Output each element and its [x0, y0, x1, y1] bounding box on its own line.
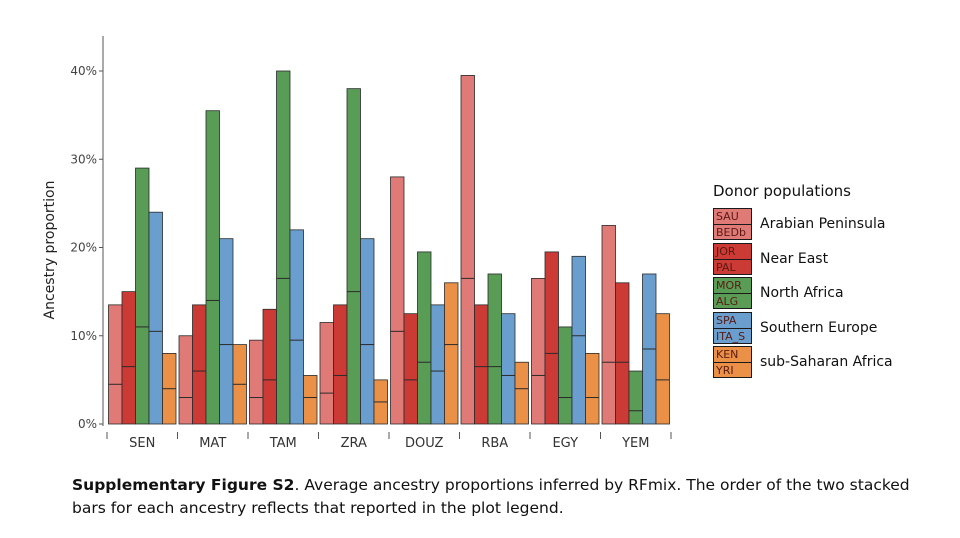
bar-zra-0: [319, 322, 334, 425]
bar-yem-2: [628, 370, 643, 425]
bar-douz-3: [430, 304, 445, 425]
x-tick-label: SEN: [129, 436, 155, 451]
legend-entry: MOR ALG North Africa: [713, 276, 893, 311]
bar-egy-3: [571, 255, 586, 425]
y-tick-label: 10%: [70, 329, 97, 343]
y-axis-title: Ancestry proportion: [42, 181, 58, 320]
legend-donor-label: PAL: [714, 258, 751, 274]
legend-title: Donor populations: [713, 182, 851, 200]
bar-yem-0: [601, 225, 616, 425]
bar-mat-0: [178, 335, 193, 425]
y-tick-label: 40%: [70, 64, 97, 78]
legend-label: Arabian Peninsula: [760, 216, 886, 233]
ancestry-bar-chart: 0% 10% 20% 30% 40% Ancestry proportion SEN MAT T…: [42, 36, 672, 451]
bar-yem-4: [655, 313, 670, 425]
bar-zra-3: [360, 238, 375, 425]
legend-donor-label: MOR: [714, 278, 751, 294]
legend-donor-label: KEN: [714, 347, 751, 363]
x-tick-label: RBA: [481, 436, 508, 451]
legend: Donor populations SAU BEDb Arabian Peninsu…: [713, 182, 893, 380]
legend-label: Southern Europe: [760, 319, 878, 336]
bar-tam-4: [303, 375, 318, 425]
bar-egy-0: [531, 277, 546, 425]
caption-text: . Average ancestry proportions inferred …: [72, 476, 910, 517]
bar-douz-2: [417, 251, 432, 425]
bar-tam-0: [249, 339, 264, 425]
legend-entry: SPA ITA_S Southern Europe: [713, 311, 893, 346]
legend-swatch: SPA ITA_S: [713, 311, 752, 344]
bar-zra-1: [333, 304, 348, 425]
bar-sen-1: [121, 291, 136, 425]
y-tick-label: 0%: [78, 417, 97, 431]
x-tick-label: YEM: [621, 436, 649, 451]
bar-rba-2: [487, 273, 502, 425]
bar-rba-1: [474, 304, 489, 425]
legend-entry: JOR PAL Near East: [713, 242, 893, 277]
legend-donor-label: ITA_S: [714, 327, 751, 343]
bar-mat-2: [205, 110, 220, 425]
figure-caption: Supplementary Figure S2. Average ancestr…: [72, 474, 947, 520]
bar-tam-1: [262, 308, 277, 425]
bar-rba-4: [514, 361, 529, 425]
bar-rba-0: [460, 75, 475, 425]
x-tick-label: DOUZ: [405, 436, 444, 451]
legend-swatch: JOR PAL: [713, 242, 752, 275]
bar-douz-4: [444, 282, 459, 425]
legend-donor-label: BEDb: [714, 224, 751, 240]
legend-donor-label: JOR: [714, 243, 751, 259]
legend-label: Near East: [760, 250, 829, 267]
legend-donor-label: ALG: [714, 293, 751, 309]
bar-yem-1: [615, 282, 630, 425]
legend-entry: KEN YRI sub-Saharan Africa: [713, 345, 893, 380]
bar-sen-0: [108, 304, 123, 425]
legend-donor-label: SAU: [714, 209, 751, 225]
bar-egy-2: [558, 326, 573, 425]
x-tick-label: TAM: [269, 436, 297, 451]
bar-douz-0: [390, 176, 405, 425]
legend-donor-label: YRI: [714, 362, 751, 378]
bar-mat-1: [192, 304, 207, 425]
bar-mat-3: [219, 238, 234, 425]
bar-egy-4: [585, 352, 600, 425]
bar-tam-2: [276, 70, 291, 425]
legend-donor-label: SPA: [714, 312, 751, 328]
legend-swatch: KEN YRI: [713, 346, 752, 379]
y-tick-label: 30%: [70, 152, 97, 166]
x-tick-label: ZRA: [341, 436, 367, 451]
x-tick-label: EGY: [552, 436, 578, 451]
x-tick-label: MAT: [199, 436, 226, 451]
bar-tam-3: [289, 229, 304, 425]
legend-entry: SAU BEDb Arabian Peninsula: [713, 207, 893, 242]
bar-egy-1: [544, 251, 559, 425]
bar-douz-1: [403, 313, 418, 425]
y-tick-label: 20%: [70, 241, 97, 255]
bar-sen-3: [148, 211, 163, 425]
legend-label: sub-Saharan Africa: [760, 354, 893, 371]
legend-label: North Africa: [760, 285, 844, 302]
legend-swatch: MOR ALG: [713, 277, 752, 310]
legend-swatch: SAU BEDb: [713, 208, 752, 241]
bar-sen-2: [135, 167, 150, 425]
caption-label: Supplementary Figure S2: [72, 476, 295, 494]
bar-zra-2: [346, 88, 361, 425]
bar-rba-3: [501, 313, 516, 425]
